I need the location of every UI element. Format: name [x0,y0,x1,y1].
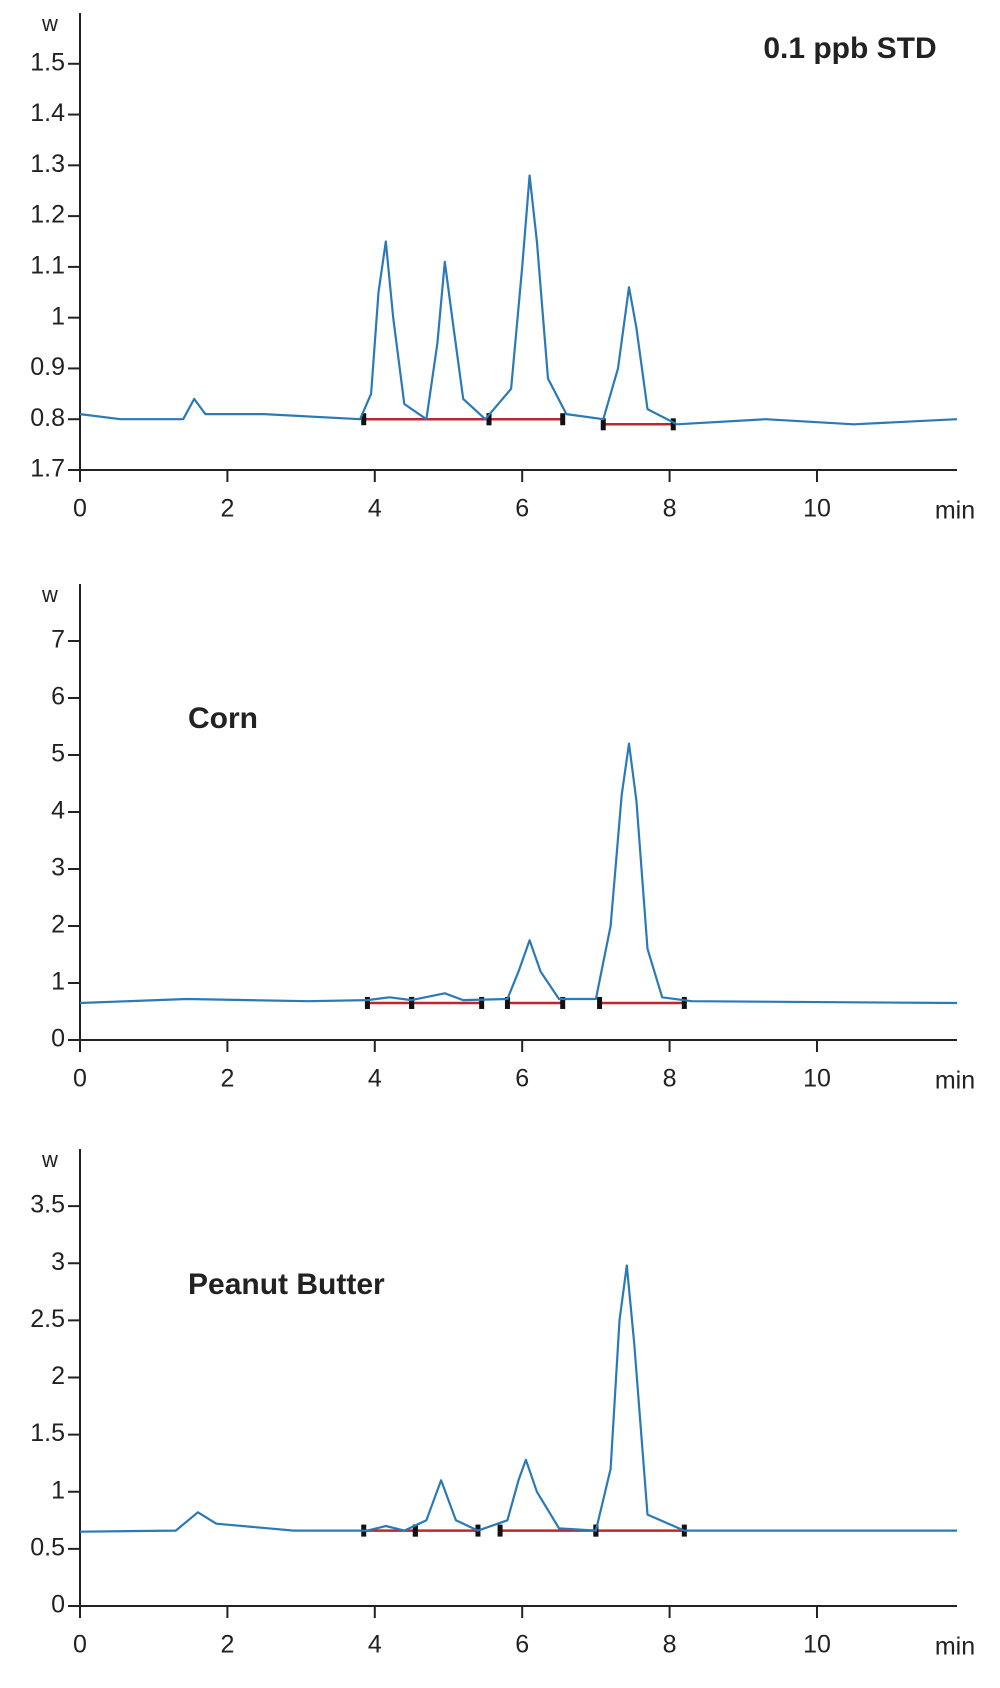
y-tick-label: 2.5 [30,1305,65,1333]
x-tick-label: 6 [515,1631,529,1659]
annotation: Peanut Butter [188,1268,385,1301]
baseline-marker [479,996,485,1009]
baseline-marker [497,1524,503,1537]
x-axis-label: min [935,497,975,525]
baseline-marker [412,1524,418,1537]
y-tick-label: 3 [51,854,65,882]
x-tick-label: 8 [663,495,677,523]
x-axis-label: min [935,1633,975,1661]
trace [79,1264,957,1533]
y-tick-label: 1 [51,302,65,330]
y-tick-label: 0.5 [30,1533,65,1561]
y-tick-label: 0.9 [30,353,65,381]
baseline-marker [409,996,415,1009]
y-tick-label: 0 [51,1591,65,1619]
y-axis-label: w [41,1147,58,1172]
x-tick-label: 8 [663,1065,677,1093]
y-tick-label: 1.1 [30,251,65,279]
annotation: 0.1 ppb STD [763,32,936,65]
y-tick-label: 3 [51,1248,65,1276]
baseline-marker [600,418,606,431]
y-tick-label: 1.2 [30,201,65,229]
y-tick-label: 1.7 [30,455,65,483]
y-tick-label: 1.4 [30,99,65,127]
baseline-marker [597,996,603,1009]
x-tick-label: 2 [220,1631,234,1659]
y-tick-label: 1 [51,1476,65,1504]
y-axis-label: w [41,11,58,36]
baseline-marker [364,996,370,1009]
baseline-marker [361,413,367,426]
y-tick-label: 0.8 [30,404,65,432]
x-tick-label: 0 [73,495,87,523]
y-tick-label: 1.5 [30,1419,65,1447]
y-tick-label: 3.5 [30,1191,65,1219]
x-axis-label: min [935,1067,975,1095]
trace [79,174,958,426]
x-tick-label: 4 [368,1065,382,1093]
y-axis-label: w [41,582,58,607]
x-tick-label: 2 [220,495,234,523]
x-tick-label: 10 [803,1631,831,1659]
x-tick-label: 2 [220,1065,234,1093]
x-tick-label: 6 [515,495,529,523]
y-tick-label: 7 [51,626,65,654]
y-tick-label: 0 [51,1025,65,1053]
trace [79,742,958,1005]
y-tick-label: 1.5 [30,48,65,76]
x-tick-label: 0 [73,1631,87,1659]
x-tick-label: 0 [73,1065,87,1093]
y-tick-label: 2 [51,1362,65,1390]
x-tick-label: 4 [368,495,382,523]
x-tick-label: 8 [663,1631,677,1659]
baseline-marker [681,996,687,1009]
y-tick-label: 2 [51,911,65,939]
y-tick-label: 1.3 [30,150,65,178]
baseline-marker [560,996,566,1009]
baseline-marker [504,996,510,1009]
x-tick-label: 10 [803,495,831,523]
y-tick-label: 4 [51,797,65,825]
x-tick-label: 4 [368,1631,382,1659]
y-tick-label: 6 [51,683,65,711]
baseline-marker [560,413,566,426]
y-tick-label: 1 [51,968,65,996]
baseline-marker [670,418,676,431]
baseline-marker [486,413,492,426]
x-tick-label: 6 [515,1065,529,1093]
y-tick-label: 5 [51,740,65,768]
x-tick-label: 10 [803,1065,831,1093]
annotation: Corn [188,702,258,735]
